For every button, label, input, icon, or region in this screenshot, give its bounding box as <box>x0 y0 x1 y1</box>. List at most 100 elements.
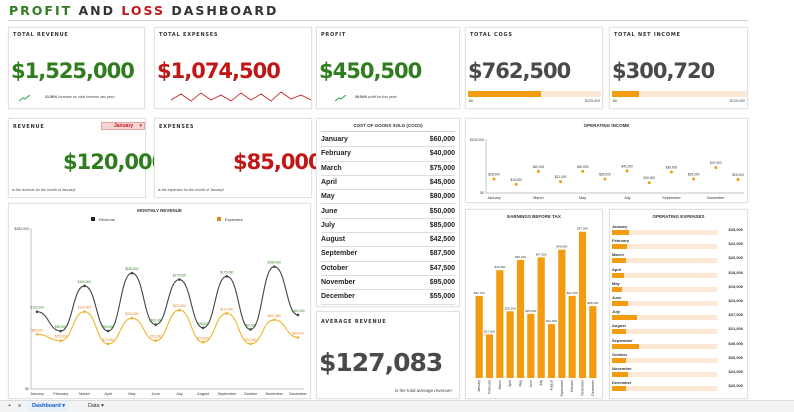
total-cogs-value: $762,500 <box>468 59 571 83</box>
tab-dashboard[interactable]: Dashboard ▾ <box>28 402 70 411</box>
y-tick-label: $250,000 <box>14 227 29 231</box>
bar <box>506 311 514 378</box>
data-point <box>692 177 696 181</box>
data-label: $85,000 <box>31 328 43 332</box>
opex-bar <box>612 372 629 377</box>
cogs-month: January <box>321 136 348 143</box>
total-cogs-label: TOTAL COGS <box>470 32 513 38</box>
data-point <box>83 310 86 314</box>
chevron-down-icon: ▾ <box>139 123 142 129</box>
data-point <box>106 342 110 346</box>
data-label: $80,000 <box>292 331 304 335</box>
opex-row: July $37,000 <box>612 309 745 323</box>
opex-track <box>612 244 717 250</box>
data-point <box>296 313 300 317</box>
data-point <box>736 178 740 181</box>
cogs-value: $45,000 <box>429 178 455 186</box>
series-line-revenue <box>36 266 299 332</box>
data-label: $26,000 <box>599 172 611 176</box>
all-sheets-icon[interactable]: ≡ <box>18 403 22 409</box>
month-dropdown[interactable]: January ▾ <box>101 122 145 130</box>
opex-month: June <box>612 295 622 300</box>
data-label: $72,500 <box>197 336 209 340</box>
total-expenses-value: $1,074,500 <box>157 59 281 83</box>
opex-row: May $15,000 <box>612 281 745 295</box>
average-revenue-card: AVERAGE REVENUE $127,083 is the total av… <box>316 311 460 399</box>
data-label: $40,000 <box>577 165 589 169</box>
month-dropdown-value: January <box>114 123 134 129</box>
opex-month: December <box>612 380 632 386</box>
opex-bar <box>612 386 626 392</box>
chevron-down-icon: ▾ <box>101 403 104 409</box>
opex-rows: January $25,000 February $22,000 March $20,00… <box>610 224 747 398</box>
data-point <box>59 329 63 333</box>
total-net-income-value: $300,720 <box>612 59 715 83</box>
series-line-expenses <box>36 309 299 345</box>
title-word-and: AND <box>78 3 116 18</box>
data-label: $57,000 <box>577 227 588 231</box>
title-word-profit: PROFIT <box>9 3 73 18</box>
cogs-value: $75,000 <box>429 164 455 172</box>
legend-label-expenses: Expenses <box>225 217 243 222</box>
opex-bar <box>612 301 629 306</box>
data-point <box>225 275 229 278</box>
data-point <box>581 169 585 173</box>
profit-value: $450,500 <box>319 59 422 83</box>
cogs-value: $42,500 <box>429 236 455 244</box>
bar <box>547 324 556 378</box>
opex-month: September <box>612 337 633 343</box>
cogs-month: September <box>321 250 358 258</box>
cogs-table-card: COST OF GOODS SOLD (COGS) January $60,000… <box>316 118 460 307</box>
opex-card: OPERATING EXPENSES January $25,000 Februar… <box>609 209 748 399</box>
expenses-sparkline <box>171 91 311 102</box>
data-label: $107,500 <box>268 314 282 318</box>
operating-income-card: OPERATING INCOME $100,000 $0 $26,000 $16,00… <box>465 118 748 203</box>
total-revenue-card: TOTAL REVENUE $1,525,000 21.56% increase… <box>8 27 145 109</box>
x-tick-label: August <box>197 392 210 396</box>
cogs-month: October <box>321 264 348 272</box>
x-tick-label: January <box>487 196 501 200</box>
data-label: $122,500 <box>173 304 187 308</box>
y-tick-label: $0 <box>25 387 29 391</box>
data-label: $26,000 <box>488 172 500 176</box>
opex-month: October <box>612 351 628 357</box>
opex-row: November $24,000 <box>612 366 745 380</box>
data-point <box>272 265 276 268</box>
data-point <box>35 332 39 336</box>
data-label: $40,000 <box>533 165 545 169</box>
cogs-table-row: September $87,500 <box>321 247 455 262</box>
profit-card: PROFIT $450,500 29.54% profit for this y… <box>316 27 460 109</box>
cogs-table-row: July $85,000 <box>321 219 455 234</box>
opex-value: $40,000 <box>728 340 743 346</box>
opex-track <box>612 230 717 235</box>
net-max-label: $125,000 <box>730 99 745 103</box>
y-tick-label: $0 <box>480 191 484 195</box>
revenue-month-note: is the revenue for the month of January! <box>12 188 76 192</box>
cogs-table-row: May $80,000 <box>321 190 455 205</box>
opex-row: March $20,000 <box>612 252 745 266</box>
x-tick-label: March <box>533 196 544 200</box>
profit-trend-icon <box>335 95 347 102</box>
net-min-label: $0 <box>613 99 617 103</box>
data-label: $47,000 <box>710 161 722 165</box>
average-revenue-value: $127,083 <box>319 348 443 377</box>
operating-income-title: OPERATING INCOME <box>583 123 630 128</box>
profit-label: PROFIT <box>321 32 347 38</box>
data-label: $190,000 <box>268 261 282 265</box>
data-label: $46,300 <box>515 255 526 259</box>
data-point <box>106 329 110 333</box>
revenue-month-value: $120,000 <box>63 150 166 174</box>
data-label: $16,000 <box>510 178 522 182</box>
x-tick-label: November <box>266 392 284 396</box>
add-sheet-icon[interactable]: + <box>8 403 12 409</box>
opex-bar <box>612 286 623 292</box>
data-label: $120,000 <box>78 306 92 310</box>
ebt-chart: $32,700 January $17,000 February $42,000 Marc… <box>474 227 599 397</box>
data-label: $21,000 <box>555 175 567 179</box>
data-point <box>559 180 563 184</box>
title-word-dashboard: DASHBOARD <box>171 3 279 18</box>
net-progress-track <box>612 91 747 97</box>
tab-data[interactable]: Data ▾ <box>84 402 108 411</box>
cogs-table-row: November $95,000 <box>321 276 455 291</box>
opex-bar <box>612 258 626 264</box>
